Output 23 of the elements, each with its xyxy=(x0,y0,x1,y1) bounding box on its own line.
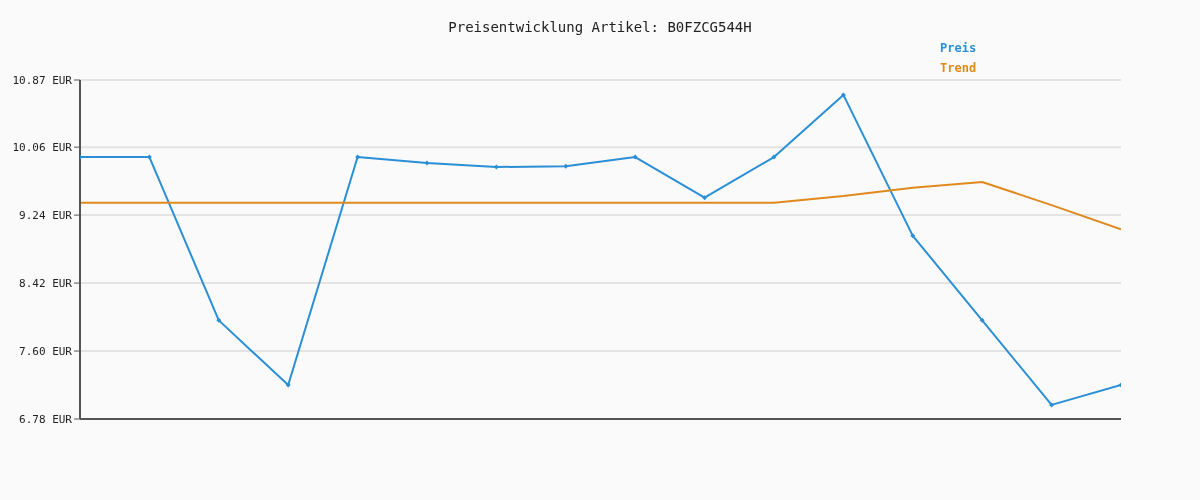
point xyxy=(979,317,985,323)
point xyxy=(771,154,777,160)
point xyxy=(840,92,846,98)
line-series xyxy=(80,180,1121,231)
y-tick-label: 10.87 EUR xyxy=(12,73,73,87)
y-tick-label: 8.42 EUR xyxy=(19,276,73,290)
point xyxy=(285,382,291,388)
y-tick-label: 6.78 EUR xyxy=(19,412,73,426)
point xyxy=(424,160,430,166)
y-tick-label: 10.06 EUR xyxy=(12,141,73,155)
point xyxy=(1049,402,1055,408)
point xyxy=(493,164,499,170)
point xyxy=(355,154,361,160)
text: Trend xyxy=(940,60,977,77)
point xyxy=(563,163,569,169)
point xyxy=(216,317,222,323)
y-tick-label: 9.24 EUR xyxy=(19,209,73,223)
chart-title: Preisentwicklung Artikel: B0FZCG544H xyxy=(447,19,753,35)
text: Preis xyxy=(940,40,977,57)
point xyxy=(632,154,638,160)
point xyxy=(702,195,708,201)
point xyxy=(910,233,916,239)
y-tick-label: 7.60 EUR xyxy=(19,344,73,358)
